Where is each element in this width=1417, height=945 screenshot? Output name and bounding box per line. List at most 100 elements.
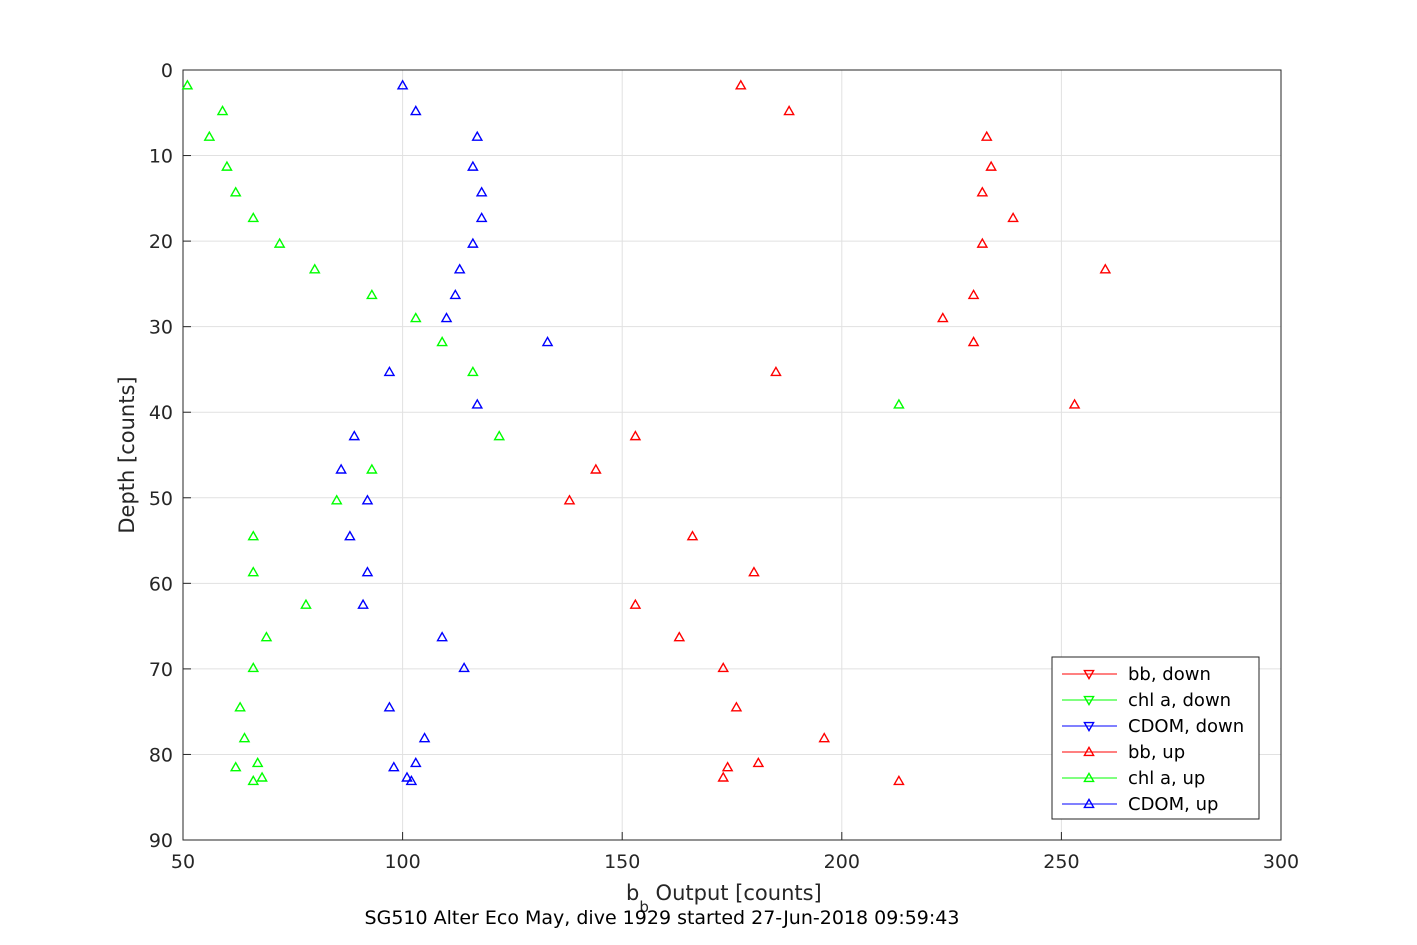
data-point-cdom-up bbox=[383, 366, 396, 377]
data-point-cdom-up bbox=[467, 160, 479, 171]
data-point-bb-up bbox=[976, 186, 989, 197]
data-point-cdom-up bbox=[361, 494, 374, 505]
data-point-chl-a-up bbox=[247, 662, 260, 673]
y-tick-label: 20 bbox=[149, 231, 173, 253]
x-axis-label-subscript: b bbox=[639, 898, 649, 916]
data-point-bb-up bbox=[673, 631, 686, 642]
data-point-bb-up bbox=[730, 701, 743, 712]
data-point-cdom-up bbox=[409, 105, 422, 116]
data-point-cdom-up bbox=[383, 701, 396, 712]
data-point-cdom-up bbox=[396, 79, 409, 90]
data-point-cdom-up bbox=[409, 756, 422, 768]
data-point-bb-up bbox=[770, 366, 782, 377]
legend-marker-cdom-up bbox=[1083, 797, 1095, 809]
data-point-bb-up bbox=[893, 774, 905, 786]
data-point-cdom-up bbox=[440, 312, 453, 323]
y-tick-label: 10 bbox=[149, 146, 173, 168]
y-tick-label: 30 bbox=[149, 317, 173, 339]
data-point-chl-a-up bbox=[308, 263, 321, 274]
data-point-cdom-up bbox=[453, 263, 466, 274]
data-point-cdom-up bbox=[467, 237, 479, 248]
chart-caption: SG510 Alter Eco May, dive 1929 started 2… bbox=[365, 907, 960, 929]
data-point-cdom-up bbox=[401, 771, 413, 782]
legend-marker-chl-a-down bbox=[1083, 695, 1095, 707]
data-point-chl-a-up bbox=[260, 631, 273, 642]
x-axis-label-rest: Output [counts] bbox=[649, 881, 822, 905]
data-point-bb-up bbox=[734, 79, 747, 90]
data-point-cdom-up bbox=[475, 186, 488, 197]
y-tick-label: 80 bbox=[149, 744, 173, 766]
x-axis-label: bb Output [counts] bbox=[626, 881, 822, 916]
data-point-cdom-up bbox=[418, 732, 431, 743]
data-point-chl-a-up bbox=[366, 289, 378, 300]
data-point-chl-a-up bbox=[238, 732, 251, 743]
data-point-cdom-up bbox=[541, 336, 554, 347]
data-point-bb-up bbox=[985, 160, 997, 171]
y-tick-label: 70 bbox=[149, 659, 173, 681]
legend-label-bb-up: bb, up bbox=[1128, 742, 1185, 763]
legend-marker-bb-down bbox=[1083, 669, 1095, 681]
data-point-cdom-up bbox=[475, 212, 488, 223]
data-point-chl-a-up bbox=[251, 756, 264, 768]
data-point-bb-up bbox=[721, 761, 734, 772]
data-point-bb-up bbox=[752, 756, 765, 768]
data-point-bb-up bbox=[1099, 263, 1112, 274]
data-point-bb-up bbox=[967, 289, 980, 300]
data-point-cdom-up bbox=[388, 761, 400, 772]
data-point-chl-a-up bbox=[247, 212, 260, 223]
legend-marker-chl-a-up bbox=[1083, 771, 1095, 783]
x-tick-label: 100 bbox=[384, 851, 420, 873]
legend-box bbox=[1051, 656, 1260, 820]
data-point-chl-a-up bbox=[467, 366, 479, 377]
data-point-cdom-up bbox=[471, 398, 484, 409]
data-point-bb-up bbox=[748, 566, 760, 577]
data-point-chl-a-up bbox=[203, 130, 216, 141]
data-point-chl-a-up bbox=[247, 774, 260, 786]
legend-label-cdom-up: CDOM, up bbox=[1128, 794, 1218, 815]
data-point-bb-up bbox=[629, 430, 642, 441]
data-point-bb-up bbox=[1007, 212, 1019, 223]
data-point-bb-up bbox=[818, 732, 831, 743]
y-tick-label: 90 bbox=[149, 830, 173, 852]
legend-label-chl-a-up: chl a, up bbox=[1128, 768, 1205, 789]
data-point-chl-a-up bbox=[234, 701, 246, 712]
legend-marker-cdom-down bbox=[1083, 721, 1095, 733]
data-point-chl-a-up bbox=[247, 530, 260, 541]
data-point-chl-a-up bbox=[300, 598, 312, 609]
data-point-chl-a-up bbox=[366, 463, 378, 474]
data-point-bb-up bbox=[976, 237, 989, 248]
data-point-bb-up bbox=[686, 530, 699, 541]
data-point-cdom-up bbox=[361, 566, 374, 577]
y-tick-label: 50 bbox=[149, 488, 173, 510]
y-tick-label: 40 bbox=[149, 402, 173, 424]
data-point-bb-up bbox=[937, 312, 949, 323]
legend-label-bb-down: bb, down bbox=[1128, 664, 1211, 685]
data-point-chl-a-up bbox=[330, 494, 343, 505]
data-point-bb-up bbox=[590, 463, 602, 474]
legend-label-cdom-down: CDOM, down bbox=[1128, 716, 1244, 737]
data-point-cdom-up bbox=[335, 463, 347, 474]
plot-area-frame bbox=[182, 69, 1282, 841]
data-point-bb-up bbox=[629, 598, 642, 609]
data-point-bb-up bbox=[967, 336, 980, 347]
data-point-chl-a-up bbox=[221, 160, 233, 171]
legend-marker-bb-up bbox=[1083, 745, 1095, 757]
axis-ticks: 50 100 150 200 250 300 0 10 20 30 40 50 60 70 80 90 bbox=[149, 60, 1299, 873]
legend-label-chl-a-down: chl a, down bbox=[1128, 690, 1231, 711]
data-point-cdom-up bbox=[344, 530, 356, 541]
x-tick-label: 150 bbox=[604, 851, 640, 873]
data-point-chl-a-up bbox=[273, 237, 286, 248]
data-point-bb-up bbox=[563, 494, 576, 505]
data-point-bb-up bbox=[783, 105, 795, 116]
data-point-cdom-up bbox=[405, 774, 418, 786]
data-point-chl-a-up bbox=[409, 312, 422, 323]
chart-marks bbox=[181, 79, 1112, 786]
data-point-chl-a-up bbox=[893, 398, 905, 409]
x-tick-label: 200 bbox=[824, 851, 860, 873]
data-point-cdom-up bbox=[436, 631, 448, 642]
data-point-chl-a-up bbox=[436, 336, 448, 347]
data-point-cdom-up bbox=[357, 598, 369, 609]
data-point-cdom-up bbox=[449, 289, 462, 300]
data-point-bb-up bbox=[717, 662, 730, 673]
